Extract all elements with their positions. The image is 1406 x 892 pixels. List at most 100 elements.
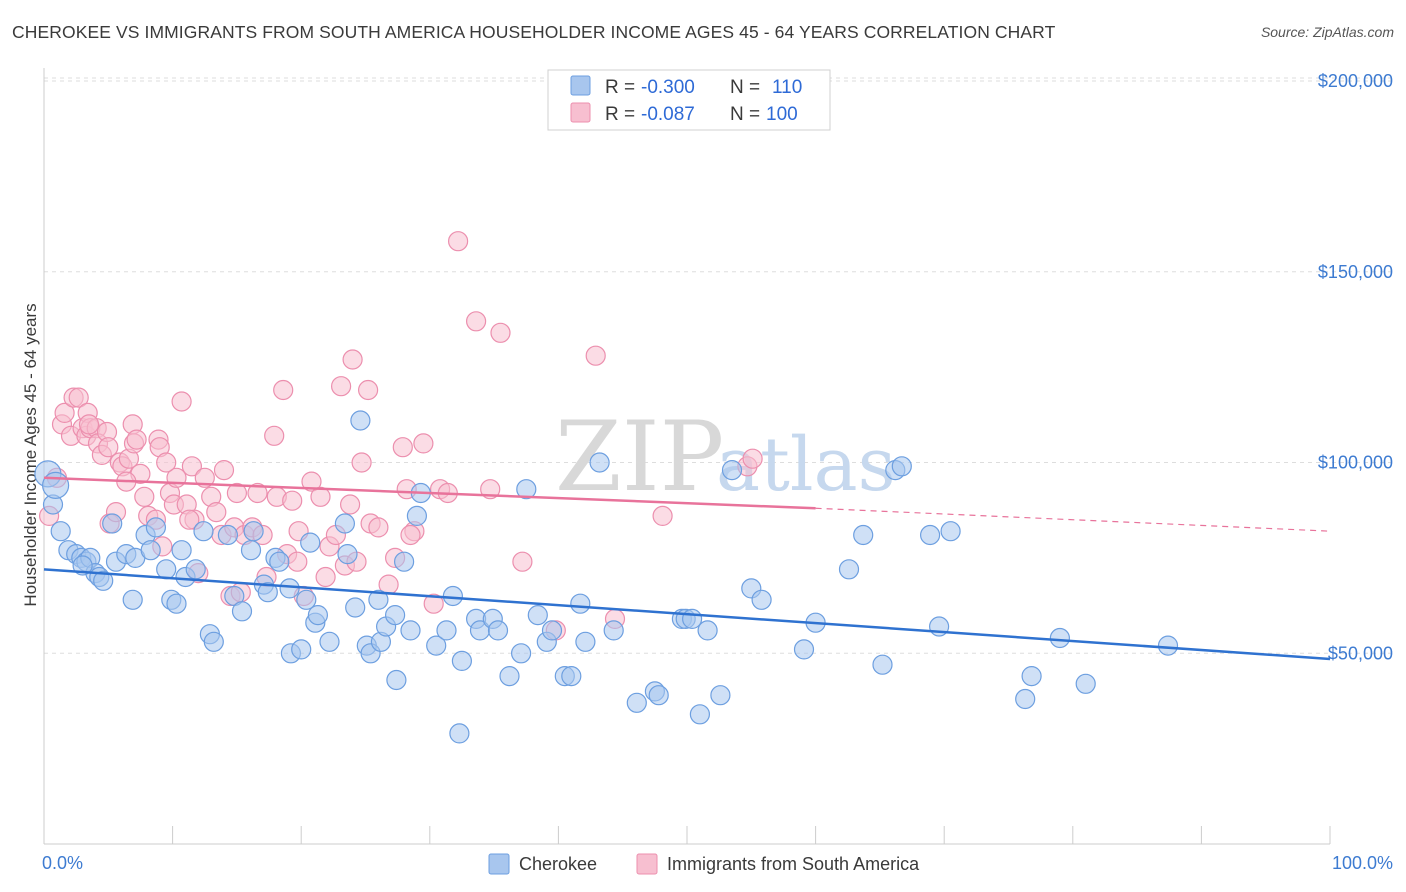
cherokee-point (697, 620, 718, 641)
immigrants-point (226, 482, 247, 504)
cherokee-point (193, 521, 214, 542)
cherokee-point (350, 410, 371, 431)
cherokee-point (872, 654, 893, 675)
legend-r-value-1: -0.300 (641, 77, 695, 98)
cherokee-point (406, 505, 427, 527)
chart-source: Source: ZipAtlas.com (1260, 24, 1394, 40)
cherokee-point (300, 532, 321, 553)
legend-r-label-2: R = (605, 104, 635, 125)
series-cherokee-points (34, 410, 1179, 744)
immigrants-point (652, 505, 673, 527)
cherokee-point (1021, 665, 1042, 687)
cherokee-point (140, 540, 161, 561)
top-legend: R = -0.300 N = 110 R = -0.087 N = 100 (547, 69, 831, 131)
cherokee-point (102, 513, 123, 534)
trend-line-immigrants-extension (815, 507, 1331, 532)
y-tick-label-0: $50,000 (1328, 643, 1393, 663)
cherokee-point (721, 460, 743, 481)
cherokee-point (919, 524, 941, 546)
cherokee-point (451, 650, 472, 672)
cherokee-point (541, 620, 563, 641)
cherokee-point (570, 593, 591, 614)
x-tick-labels: 0.0% 100.0% (42, 853, 1393, 873)
trend-line-cherokee (43, 568, 1331, 661)
legend-swatch-cherokee (570, 75, 591, 96)
immigrants-point (213, 460, 235, 481)
cherokee-point (603, 620, 624, 641)
cherokee-point (231, 601, 253, 622)
cherokee-point (689, 704, 711, 725)
bottom-legend-swatch-immigrants (636, 853, 658, 875)
immigrants-point (490, 322, 511, 343)
cherokee-point (838, 559, 860, 580)
cherokee-point (41, 471, 70, 499)
bottom-legend-swatch-cherokee (488, 853, 510, 875)
cherokee-point (296, 589, 317, 610)
immigrants-point (206, 501, 227, 523)
immigrants-point (273, 379, 294, 401)
immigrants-point (400, 524, 421, 546)
legend-n-value-1: 110 (772, 77, 802, 98)
bottom-legend-label-immigrants: Immigrants from South America (667, 854, 920, 874)
immigrants-point (126, 429, 147, 450)
cherokee-point (891, 456, 912, 477)
x-tick-label-1: 100.0% (1332, 853, 1393, 873)
immigrants-point (287, 551, 308, 572)
x-tick-label-0: 0.0% (42, 853, 83, 873)
immigrants-point (585, 345, 606, 366)
cherokee-point (710, 685, 731, 706)
cherokee-point (269, 551, 290, 572)
cherokee-point (203, 631, 224, 652)
immigrants-point (448, 231, 469, 252)
cherokee-point (319, 631, 340, 652)
immigrants-point (342, 349, 363, 370)
cherokee-point (561, 665, 582, 687)
immigrants-point (78, 414, 100, 435)
immigrants-point (351, 452, 372, 473)
cherokee-point (575, 631, 596, 652)
chart-title: CHEROKEE VS IMMIGRANTS FROM SOUTH AMERIC… (12, 22, 1056, 42)
trend-line-immigrants (43, 476, 816, 510)
cherokee-point (240, 540, 262, 561)
immigrants-point (466, 311, 487, 332)
cherokee-point (166, 593, 187, 614)
cherokee-point (499, 665, 520, 687)
legend-box (547, 69, 831, 131)
cherokee-point (940, 521, 961, 542)
cherokee-point (1075, 673, 1096, 694)
cherokee-point (368, 589, 389, 610)
cherokee-point (50, 521, 71, 542)
cherokee-point (1049, 627, 1071, 649)
cherokee-point (527, 604, 548, 626)
cherokee-point (386, 669, 407, 691)
cherokee-point (145, 517, 166, 538)
immigrants-point (310, 486, 331, 507)
cherokee-point (291, 639, 312, 660)
cherokee-point (436, 620, 457, 641)
bottom-legend-label-cherokee: Cherokee (519, 854, 597, 874)
immigrants-point (156, 452, 177, 473)
cherokee-point (307, 604, 328, 626)
immigrants-point (98, 437, 119, 458)
cherokee-point (185, 559, 206, 580)
y-tick-label-2: $150,000 (1318, 262, 1393, 282)
legend-n-label-1: N = (730, 77, 760, 98)
immigrants-point (68, 387, 89, 408)
y-axis-label: Householder Income Ages 45 - 64 years (21, 303, 40, 606)
cherokee-point (279, 578, 300, 599)
y-tick-labels: $50,000 $100,000 $150,000 $200,000 (1318, 71, 1393, 663)
immigrants-point (315, 566, 336, 588)
immigrants-point (480, 479, 501, 500)
cherokee-point (400, 620, 421, 641)
cherokee-point (793, 639, 815, 660)
immigrants-point (301, 471, 322, 492)
immigrants-point (358, 379, 379, 401)
cherokee-point (345, 597, 366, 618)
legend-n-value-2: 100 (766, 104, 798, 125)
immigrants-point (423, 593, 444, 614)
cherokee-point (171, 540, 192, 561)
legend-r-value-2: -0.087 (641, 104, 695, 125)
immigrants-point (392, 437, 413, 458)
y-tick-label-1: $100,000 (1318, 453, 1393, 473)
